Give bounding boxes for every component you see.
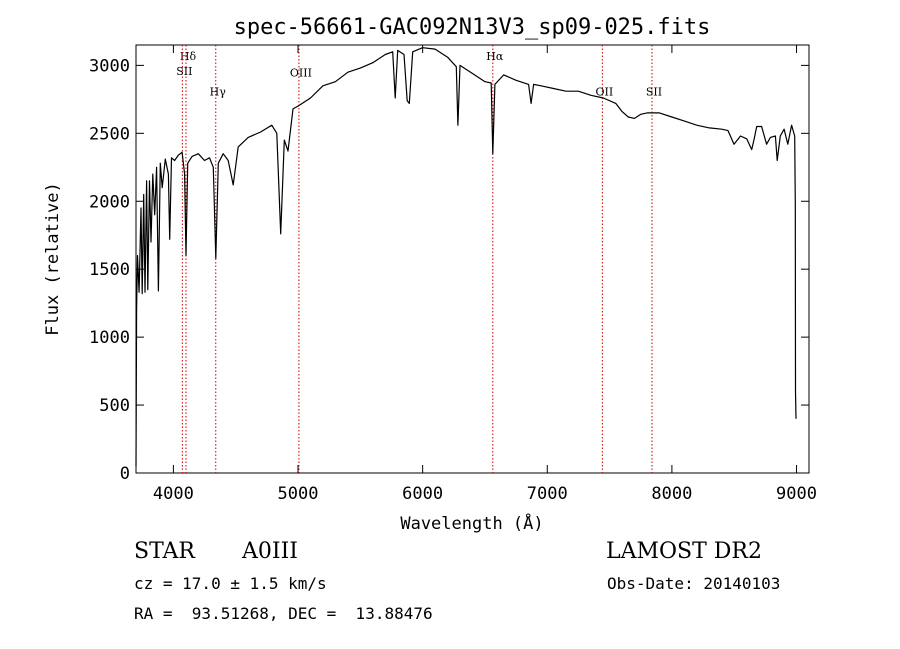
x-tick-label: 5000 <box>278 484 319 504</box>
redshift-cz: cz = 17.0 ± 1.5 km/s <box>134 574 327 593</box>
line-marker-label: SII <box>646 85 662 98</box>
observation-date: Obs-Date: 20140103 <box>607 574 781 593</box>
chart-title: spec-56661-GAC092N13V3_sp09-025.fits <box>234 15 711 40</box>
line-marker-label: SII <box>176 65 192 78</box>
x-tick-label: 4000 <box>153 484 194 504</box>
object-subclass: A0III <box>242 539 298 564</box>
y-tick-label: 1500 <box>89 260 130 280</box>
line-marker-label: Hγ <box>210 85 227 98</box>
y-tick-label: 500 <box>99 396 130 416</box>
line-marker-label: OII <box>596 85 614 98</box>
x-tick-label: 8000 <box>651 484 692 504</box>
y-tick-label: 2000 <box>89 192 130 212</box>
x-tick-label: 6000 <box>402 484 443 504</box>
y-tick-label: 0 <box>120 464 130 484</box>
y-tick-label: 2500 <box>89 124 130 144</box>
line-marker-label: Hδ <box>180 50 197 63</box>
x-axis-label: Wavelength (Å) <box>400 512 543 534</box>
line-marker-label: Hα <box>486 50 504 63</box>
y-tick-label: 3000 <box>89 56 130 76</box>
plot-frame <box>135 44 810 474</box>
survey-name: LAMOST DR2 <box>606 539 762 564</box>
y-axis-label: Flux (relative) <box>43 182 63 336</box>
x-tick-label: 7000 <box>527 484 568 504</box>
x-tick-label: 9000 <box>776 484 817 504</box>
spectrum-series <box>135 47 797 467</box>
line-marker-label: OIII <box>290 66 312 79</box>
axis-ticks: 4000 5000 6000 7000 8000 9000 0 500 1000 1500 2000… <box>89 45 817 504</box>
object-class: STAR <box>134 539 195 564</box>
spectrum-line <box>135 47 797 467</box>
emission-line-markers: Hδ SII Hγ OIII Hα OII SII <box>176 45 662 473</box>
y-tick-label: 1000 <box>89 328 130 348</box>
coordinates: RA = 93.51268, DEC = 13.88476 <box>134 604 433 623</box>
